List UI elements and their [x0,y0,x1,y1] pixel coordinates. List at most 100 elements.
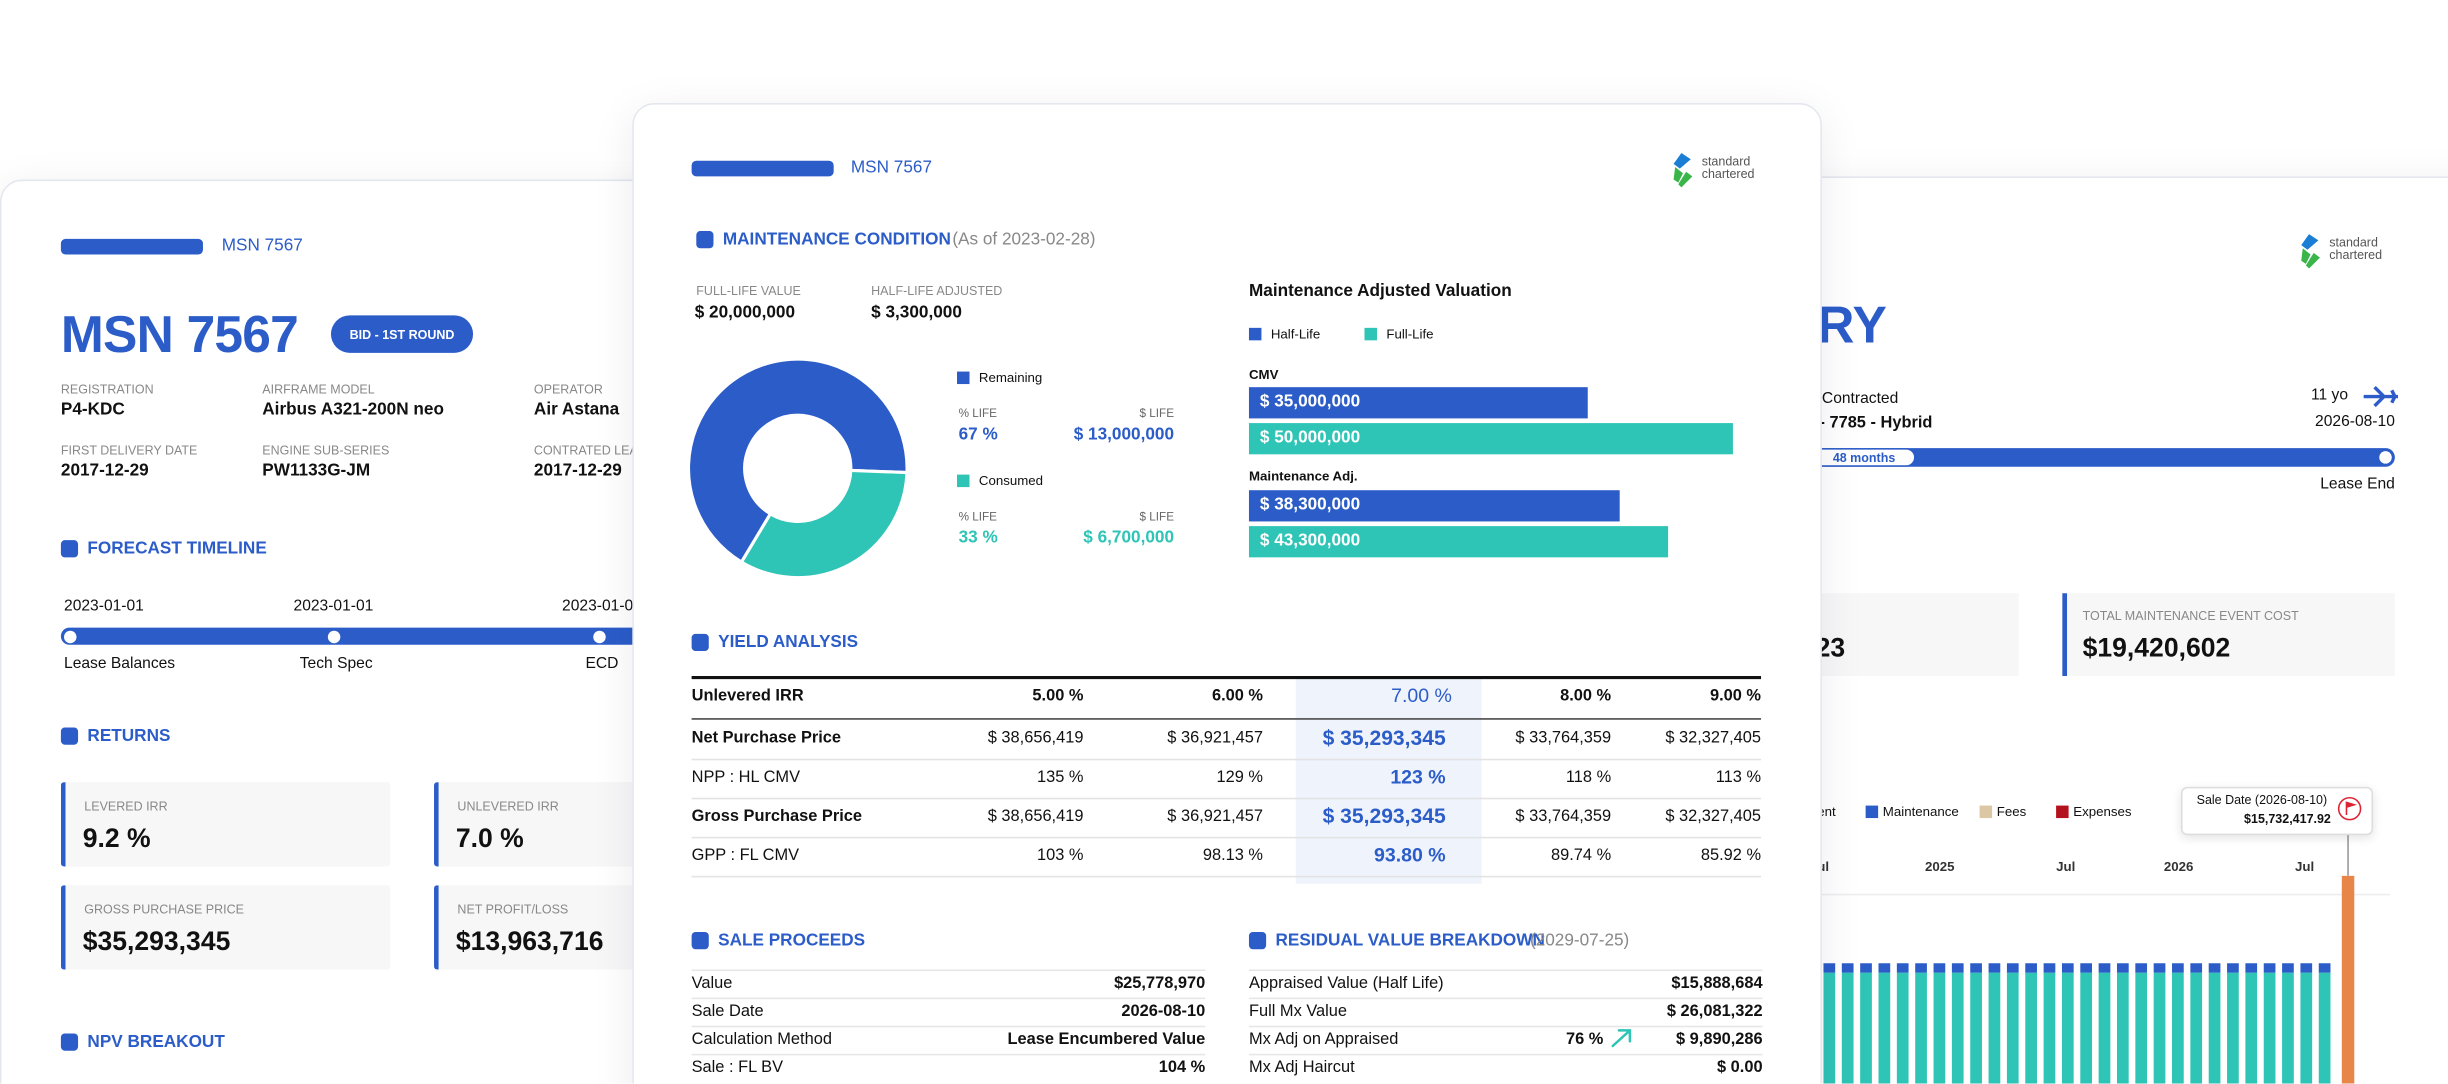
timeline-label: ECD [585,655,619,673]
table-rule [691,836,1762,839]
cost-bar [1970,972,1982,1084]
flag-icon [2345,801,2358,815]
cost-bar [1878,972,1891,1084]
cost-bar [2025,972,2037,1084]
list-label: Appraised Value (Half Life) [1248,973,1444,993]
legend-usd: $ 13,000,000 [1073,425,1175,445]
legend-usd: $ 6,700,000 [1083,528,1175,548]
row-label: Net Purchase Price [691,728,842,748]
cost-bar-cap [1896,963,1909,973]
valuation-bar [1248,423,1733,455]
cost-bar-cap [2080,963,2093,973]
cost-tile [2062,593,2395,676]
cost-bar-cap [2098,963,2111,973]
list-rule [691,997,1206,1000]
list-rule [1248,969,1763,972]
row-label: Gross Purchase Price [691,806,863,826]
logo-mark [2301,248,2311,264]
section-icon [696,231,714,249]
highlight-column [1295,675,1482,884]
chart-title: Maintenance Adjusted Valuation [1248,281,1512,301]
donut-segment [739,468,909,580]
cost-bar [2300,972,2313,1084]
list-label: Calculation Method [691,1030,832,1049]
tooltip-value: $15,732,417.92 [2244,811,2331,826]
trend-arrow [1611,1029,1632,1048]
table-header: 6.00 % [1211,686,1264,706]
list-value: 2026-08-10 [1121,1001,1206,1021]
table-header: 5.00 % [1032,686,1084,706]
table-rule [691,797,1762,800]
table-cell: 85.92 % [1700,845,1762,865]
bar-label: $ 35,000,000 [1259,392,1361,412]
header-bar [691,160,834,177]
table-cell: $ 35,293,345 [1322,804,1446,828]
legend-swatch [1865,805,1879,819]
section-title: RETURNS [87,726,171,746]
list-rule [1248,997,1763,1000]
cost-bar [1896,972,1909,1084]
list-rule [1248,1053,1763,1056]
tile-value: $19,420,602 [2082,633,2231,663]
legend-label: Fees [1996,803,2027,820]
progress-end [2379,451,2392,464]
timeline-dot [64,629,77,643]
tile-value: $35,293,345 [82,926,231,957]
aircraft-age: 11 yo [2310,387,2349,405]
table-rule [691,675,1762,680]
axis-label: ul [1817,858,1830,874]
table-rule [691,875,1762,878]
section-title: NPV BREAKOUT [87,1032,225,1052]
cost-bar-cap [2263,963,2276,973]
group-label: CMV [1248,366,1279,383]
cost-bar-cap [1988,963,2001,973]
tile-label: NET PROFIT/LOSS [457,902,569,917]
list-value: $25,778,970 [1114,973,1206,993]
table-cell: 129 % [1216,767,1264,787]
status-badge: BID - 1ST ROUND [330,315,474,353]
cost-bar-cap [2025,963,2037,973]
legend-label: Maintenance [1882,803,1959,820]
section-subtitle: (2029-07-25) [1529,931,1630,950]
logo-mark [1673,152,1691,169]
section-title: FORECAST TIMELINE [87,539,267,559]
return-tile [60,885,391,970]
legend-sublabel: $ LIFE [1139,406,1175,421]
logo-mark [1678,171,1693,188]
cost-bar-cap [2006,963,2019,973]
table-header: 7.00 % [1391,684,1452,707]
cost-bar-cap [1878,963,1891,973]
cost-bar [2153,972,2166,1084]
cost-bar-cap [1970,963,1982,973]
logo-mark [1673,167,1683,183]
list-value: $ 26,081,322 [1666,1001,1763,1021]
section-title: SALE PROCEEDS [718,931,866,950]
legend-label: Remaining [978,369,1043,386]
flag-icon [2337,796,2362,821]
legend-swatch [1248,327,1262,341]
legend-label: Expenses [2073,803,2132,820]
table-cell: $ 33,764,359 [1515,728,1612,748]
legend-pct: 67 % [958,425,998,445]
table-cell: 103 % [1036,845,1084,865]
tile-label: TOTAL MAINTENANCE EVENT COST [2082,608,2299,623]
timeline-dot [327,629,341,643]
field-value: Airbus A321-200N neo [262,400,444,420]
metric-label: HALF-LIFE ADJUSTED [871,284,1003,299]
table-cell: $ 38,656,419 [987,728,1084,748]
metric-label: FULL-LIFE VALUE [696,284,801,299]
field-value: 2017-12-29 [533,461,622,481]
cost-bar-cap [2282,963,2294,973]
valuation-bar [1248,526,1669,558]
legend-swatch [1979,805,1993,819]
cost-bar-cap [2208,963,2221,973]
bar-label: $ 50,000,000 [1259,428,1361,448]
cost-bar [2190,972,2203,1084]
left-card: MSN 7567 MSN 7567 BID - 1ST ROUND REGISTRAT… [0,179,737,1084]
cost-bar-cap [2245,963,2258,973]
cost-bar [1860,972,1872,1084]
row-label: GPP : FL CMV [691,845,800,865]
section-icon [60,1033,79,1051]
